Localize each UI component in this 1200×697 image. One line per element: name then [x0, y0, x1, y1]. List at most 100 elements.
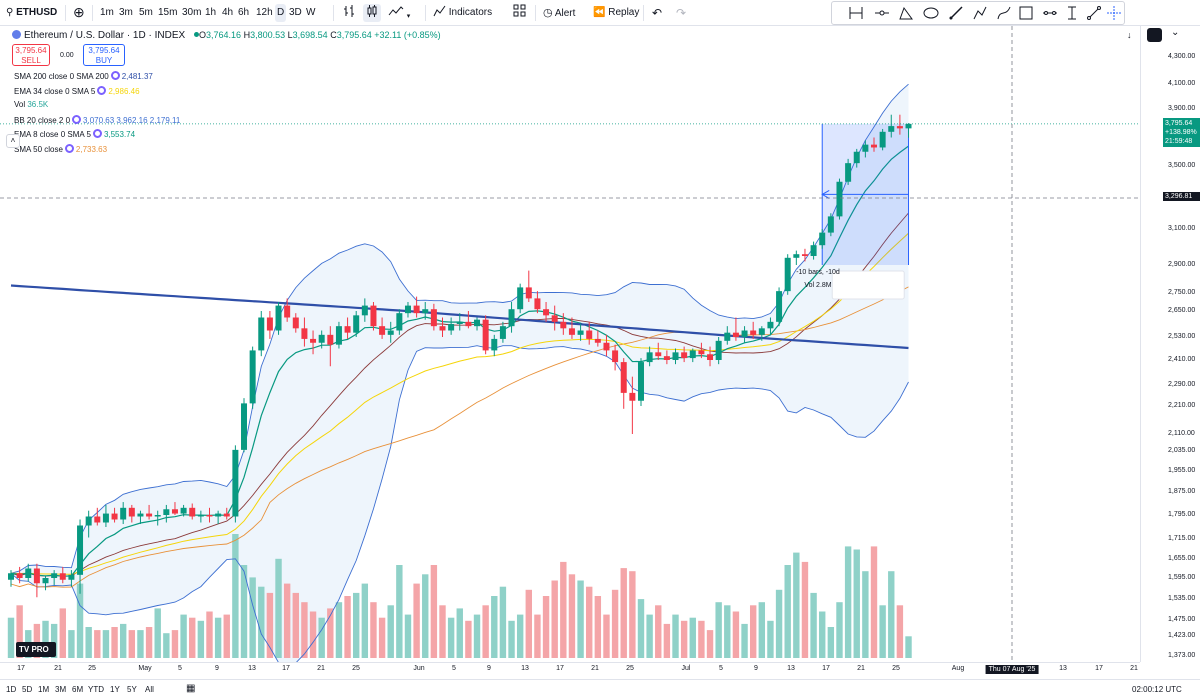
indicator-settings-icon[interactable] — [110, 71, 120, 80]
range-5d[interactable]: 5D — [22, 685, 33, 694]
horizontal-line-icon[interactable] — [1042, 5, 1058, 21]
volume-bar — [404, 614, 412, 658]
price-tick: 1,475.00 — [1168, 616, 1196, 623]
range-all[interactable]: All — [145, 685, 154, 694]
volume-bar — [197, 620, 205, 658]
candle-body — [59, 573, 66, 580]
volume-bar — [542, 596, 550, 658]
candle-body — [335, 326, 342, 345]
ellipse-icon[interactable] — [922, 5, 940, 21]
volume-bar — [33, 623, 41, 658]
indicator-row[interactable]: SMA 50 close 2,733.63 — [14, 144, 107, 154]
candle-body — [681, 352, 688, 359]
range-1d[interactable]: 1D — [6, 685, 17, 694]
curve-icon[interactable] — [996, 5, 1012, 21]
path-icon[interactable] — [972, 5, 988, 21]
interval-4h[interactable]: 4h — [222, 7, 234, 18]
candle-body — [905, 123, 912, 129]
date-range-icon[interactable] — [848, 5, 864, 21]
indicator-row[interactable]: EMA 34 close 0 SMA 5 2,986.46 — [14, 85, 140, 96]
rectangle-icon[interactable] — [1018, 5, 1034, 21]
price-tick: 3,900.00 — [1168, 105, 1196, 112]
close-value: 3,795.64 — [336, 30, 372, 40]
bollinger-upper-line — [10, 83, 909, 574]
candle-body — [629, 392, 636, 401]
volume-bar — [499, 586, 507, 658]
interval-d[interactable]: D — [275, 4, 287, 22]
bar-style-icon[interactable] — [342, 4, 356, 22]
indicator-row[interactable]: BB 20 close 2 0 3,070.63 3,962.16 2,179.1… — [14, 114, 180, 125]
volume-bar — [344, 596, 351, 658]
undo-icon[interactable]: ↶ — [652, 6, 663, 20]
price-tick: 4,100.00 — [1168, 80, 1196, 87]
interval-1h[interactable]: 1h — [205, 7, 217, 18]
triangle-pattern-icon[interactable] — [898, 5, 914, 21]
price-tick: 2,290.00 — [1168, 381, 1196, 388]
volume-bar — [698, 620, 705, 658]
range-6m[interactable]: 6M — [72, 685, 84, 694]
price-chart[interactable] — [0, 26, 1140, 662]
volume-bar — [145, 627, 153, 658]
time-tick: 17 — [17, 665, 25, 672]
volume-bar — [456, 608, 463, 658]
interval-5m[interactable]: 5m — [139, 7, 153, 18]
utc-clock[interactable]: 02:00:12 UTC — [1132, 685, 1182, 694]
compare-plus-icon[interactable]: ⊕ — [73, 4, 85, 20]
range-1m[interactable]: 1M — [38, 685, 50, 694]
volume-bar — [430, 565, 438, 658]
horizontal-ray-icon[interactable] — [874, 5, 890, 21]
layouts-icon[interactable] — [513, 4, 526, 22]
trend-line-icon[interactable] — [1086, 5, 1102, 21]
indicator-settings-icon[interactable] — [72, 114, 82, 124]
indicator-row[interactable]: SMA 200 close 0 SMA 200 2,481.37 — [14, 71, 153, 81]
replay-button[interactable]: ⏪ Replay — [593, 4, 639, 22]
interval-30m[interactable]: 30m — [182, 7, 202, 18]
indicator-row[interactable]: EMA 8 close 0 SMA 5 3,553.74 — [14, 129, 135, 139]
interval-6h[interactable]: 6h — [238, 7, 250, 18]
chevron-down-icon[interactable]: ⌄ — [1171, 27, 1180, 38]
buy-button[interactable]: 3,795.64 BUY — [83, 44, 125, 66]
interval-15m[interactable]: 15m — [158, 7, 178, 18]
indicator-row[interactable]: Vol 36.5K — [14, 100, 48, 109]
volume-bar — [50, 623, 58, 658]
candle-body — [715, 340, 722, 360]
redo-icon[interactable]: ↷ — [676, 6, 687, 20]
interval-3m[interactable]: 3m — [119, 7, 133, 18]
volume-bar — [137, 630, 144, 658]
collapse-legend-button[interactable]: ˄ — [6, 134, 20, 148]
range-3m[interactable]: 3M — [55, 685, 67, 694]
sell-button[interactable]: 3,795.64 SELL — [12, 44, 50, 66]
candle-body — [310, 338, 317, 343]
arrow-down-icon[interactable]: ↓ — [1127, 30, 1132, 40]
range-ytd[interactable]: YTD — [88, 685, 104, 694]
line-chart-icon[interactable]: ▾ — [388, 4, 410, 22]
interval-12h[interactable]: 12h — [256, 7, 273, 18]
range-1y[interactable]: 1Y — [110, 685, 120, 694]
instrument-title[interactable]: Ethereum / U.S. Dollar · 1D · INDEX — [12, 30, 199, 41]
price-axis[interactable]: ↓ ⌄ 4,300.00 4,100.00 3,900.00 3,500.00 3,10… — [1127, 26, 1200, 662]
time-axis[interactable]: 17 21 25 May 5 9 13 17 21 25 Jun 5 9 13 17 21 25 Jul 5 9 13 1… — [0, 662, 1140, 678]
interval-w[interactable]: W — [306, 7, 316, 18]
brush-icon[interactable] — [948, 5, 964, 21]
calendar-icon[interactable]: ▦ — [186, 683, 196, 694]
interval-1m[interactable]: 1m — [100, 7, 114, 18]
vertical-line-icon[interactable] — [1064, 5, 1080, 21]
close-label: C — [330, 30, 337, 40]
candle-body — [42, 578, 49, 584]
settings-icon[interactable] — [1147, 28, 1162, 42]
interval-3d[interactable]: 3D — [289, 7, 302, 18]
candle-body — [758, 328, 765, 335]
alert-button[interactable]: ◷ Alert — [543, 4, 575, 22]
indicator-settings-icon[interactable] — [92, 129, 102, 139]
crosshair-icon[interactable] — [1106, 5, 1122, 21]
candle-body — [180, 507, 187, 514]
indicator-settings-icon[interactable] — [64, 144, 74, 153]
measure-bars-label: -10 bars, -10d — [796, 269, 840, 276]
indicators-button[interactable]: Indicators — [433, 4, 492, 22]
indicator-settings-icon[interactable] — [97, 85, 107, 95]
volume-bar — [603, 614, 610, 658]
candles-icon[interactable] — [363, 4, 381, 22]
range-5y[interactable]: 5Y — [127, 685, 137, 694]
candle-body — [275, 305, 282, 331]
symbol-search[interactable]: ⚲ ETHUSD — [6, 4, 57, 22]
